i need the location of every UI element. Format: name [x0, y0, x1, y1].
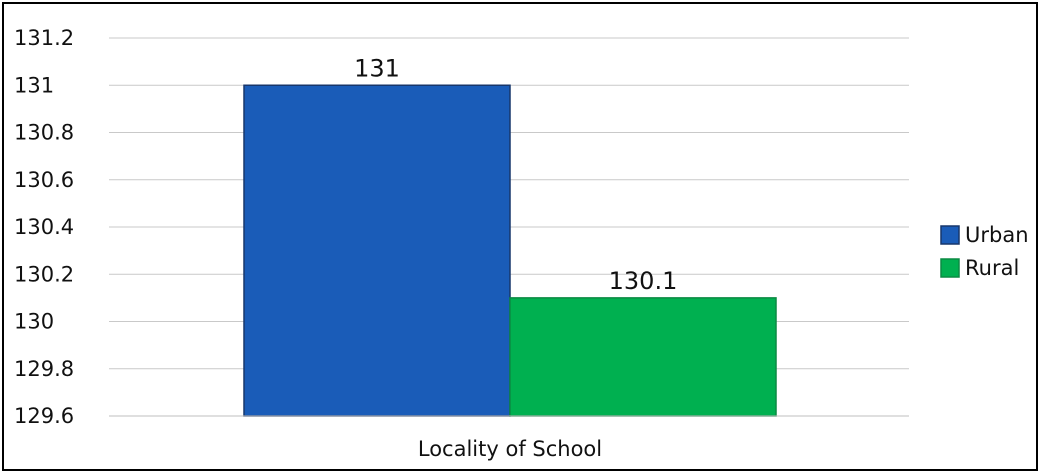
data-labels: 131 130.1 — [354, 54, 677, 295]
bar-chart: 129.6 129.8 130 130.2 130.4 130.6 130.8 131 131.… — [14, 26, 1029, 461]
legend-label-rural: Rural — [965, 256, 1019, 280]
y-axis-tick-labels: 129.6 129.8 130 130.2 130.4 130.6 130.8 131 131.… — [14, 26, 74, 428]
y-tick-label: 130 — [14, 310, 54, 334]
bars — [243, 84, 777, 417]
y-tick-label: 131.2 — [14, 26, 74, 50]
bar-urban — [243, 84, 511, 417]
y-tick-label: 129.8 — [14, 357, 74, 381]
y-tick-label: 130.8 — [14, 121, 74, 145]
y-tick-label: 129.6 — [14, 404, 74, 428]
data-label-rural: 130.1 — [609, 267, 678, 295]
data-label-urban: 131 — [354, 54, 400, 82]
y-tick-label: 130.6 — [14, 168, 74, 192]
y-tick-label: 130.4 — [14, 215, 74, 239]
legend-swatch-rural — [940, 258, 960, 278]
bar-rural — [509, 297, 777, 417]
legend-label-urban: Urban — [965, 223, 1029, 247]
legend: Urban Rural — [940, 223, 1029, 280]
y-tick-label: 131 — [14, 73, 54, 97]
y-tick-label: 130.2 — [14, 262, 74, 286]
legend-swatch-urban — [940, 225, 960, 245]
x-axis-label: Locality of School — [418, 437, 602, 461]
